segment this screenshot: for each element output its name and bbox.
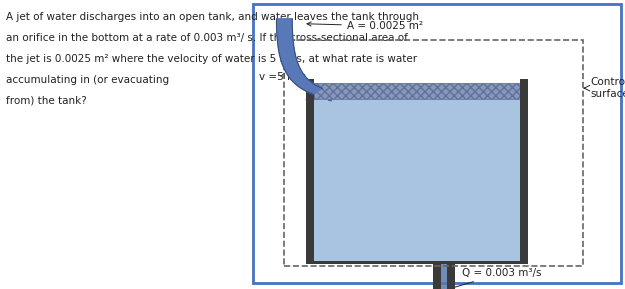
Bar bbox=[441, 264, 447, 289]
Text: surface: surface bbox=[591, 89, 625, 99]
Text: from) the tank?: from) the tank? bbox=[6, 96, 87, 106]
Bar bbox=[433, 264, 441, 289]
FancyBboxPatch shape bbox=[253, 4, 621, 283]
Text: the jet is 0.0025 m² where the velocity of water is 5 m/ s, at what rate is wate: the jet is 0.0025 m² where the velocity … bbox=[6, 54, 418, 64]
Polygon shape bbox=[277, 19, 322, 94]
Text: an orifice in the bottom at a rate of 0.003 m³/ s. If the cross-sectional area o: an orifice in the bottom at a rate of 0.… bbox=[6, 33, 408, 43]
Bar bbox=[306, 79, 314, 264]
Bar bbox=[314, 83, 520, 99]
Text: Control: Control bbox=[591, 77, 625, 87]
Bar bbox=[284, 40, 583, 266]
Bar bbox=[447, 264, 455, 289]
Bar bbox=[520, 79, 528, 264]
Text: v =5 m/s: v =5 m/s bbox=[259, 72, 306, 81]
Text: A jet of water discharges into an open tank, and water leaves the tank through: A jet of water discharges into an open t… bbox=[6, 12, 419, 22]
Text: A = 0.0025 m²: A = 0.0025 m² bbox=[307, 21, 423, 31]
Bar bbox=[306, 261, 528, 264]
Text: Q = 0.003 m³/s: Q = 0.003 m³/s bbox=[448, 268, 542, 289]
Bar bbox=[314, 83, 520, 261]
Text: accumulating in (or evacuating: accumulating in (or evacuating bbox=[6, 75, 169, 85]
